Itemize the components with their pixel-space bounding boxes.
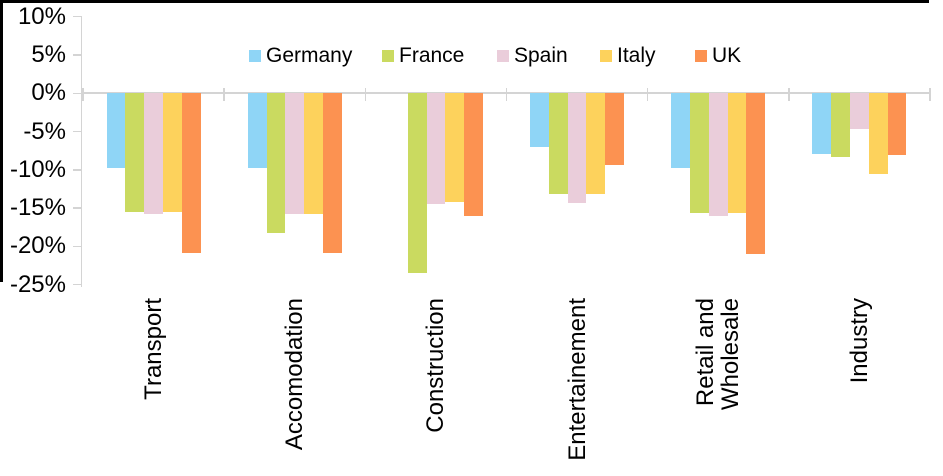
y-tick-mark: [73, 16, 82, 18]
category-tick-mark: [505, 88, 508, 101]
category-label-construction: Construction: [422, 298, 450, 433]
category-tick-mark: [223, 88, 225, 101]
y-tick-mark: [73, 245, 82, 248]
bar-spain-3: [567, 93, 587, 203]
category-label-retail-and: Retail and Wholesale: [692, 298, 745, 411]
legend-swatch-france: [382, 50, 394, 62]
legend-entry-italy: Italy: [600, 43, 656, 69]
bar-france-4: [690, 93, 709, 213]
bar-germany-4: [671, 93, 691, 169]
y-tick-mark: [73, 207, 82, 209]
bar-germany-1: [247, 93, 267, 169]
category-tick-mark: [929, 88, 931, 101]
y-tick-mark: [73, 169, 82, 171]
y-tick-label: -15%: [9, 194, 66, 222]
bar-uk-5: [887, 93, 907, 156]
bar-italy-4: [727, 93, 747, 213]
y-tick-mark: [73, 130, 82, 133]
bar-spain-5: [850, 93, 869, 130]
legend: Germany France Spain Italy UK: [0, 43, 943, 69]
y-axis-line: [81, 17, 83, 287]
legend-entry-spain: Spain: [497, 43, 568, 69]
category-tick-mark: [82, 88, 84, 101]
category-label-industry: Industry: [845, 298, 873, 384]
bar-spain-2: [426, 93, 446, 204]
bar-italy-0: [162, 93, 182, 212]
bar-germany-0: [106, 93, 126, 169]
bar-france-0: [125, 93, 145, 212]
bar-france-1: [266, 93, 286, 234]
category-label-entertainement: Entertainement: [563, 298, 591, 461]
frame-border-top: [0, 0, 929, 3]
bar-germany-5: [812, 93, 832, 154]
legend-label-france: France: [399, 44, 465, 67]
y-tick-label: -20%: [9, 232, 66, 260]
category-tick-mark: [364, 88, 367, 101]
legend-entry-uk: UK: [695, 43, 741, 69]
frame-border-left: [0, 0, 3, 282]
y-tick-label: 0%: [31, 79, 66, 107]
legend-label-uk: UK: [712, 44, 742, 67]
bar-germany-3: [530, 93, 549, 147]
bar-uk-2: [464, 93, 483, 216]
bar-italy-2: [445, 93, 465, 203]
y-tick-mark: [73, 284, 82, 286]
y-tick-label: -10%: [9, 155, 66, 183]
y-tick-mark: [73, 54, 82, 56]
legend-swatch-spain: [497, 50, 509, 62]
bar-france-2: [407, 93, 427, 274]
category-label-transport: Transport: [140, 298, 168, 400]
legend-entry-germany: Germany: [249, 43, 352, 69]
category-tick-mark: [646, 88, 649, 101]
y-tick-label: -5%: [23, 117, 66, 145]
legend-label-spain: Spain: [514, 44, 568, 67]
bar-italy-3: [586, 93, 606, 195]
bar-italy-1: [304, 93, 323, 215]
bar-spain-0: [144, 93, 163, 215]
bar-uk-0: [181, 93, 201, 254]
bar-uk-1: [322, 93, 342, 254]
y-tick-label: 10%: [17, 2, 66, 30]
bar-uk-4: [746, 93, 766, 255]
legend-label-germany: Germany: [266, 44, 353, 67]
bar-france-5: [831, 93, 850, 157]
y-tick-mark: [73, 92, 82, 94]
legend-label-italy: Italy: [617, 44, 656, 67]
bar-spain-1: [285, 93, 305, 215]
bar-italy-5: [868, 93, 888, 174]
category-label-accomodation: Accomodation: [281, 298, 309, 451]
y-tick-label: -25%: [9, 270, 66, 298]
legend-swatch-uk: [695, 50, 707, 62]
y-tick-label: 5%: [31, 41, 66, 68]
legend-swatch-italy: [600, 50, 612, 62]
bar-spain-4: [708, 93, 728, 216]
legend-swatch-germany: [249, 50, 261, 62]
bar-france-3: [548, 93, 568, 195]
legend-entry-france: France: [382, 43, 464, 69]
category-tick-mark: [788, 88, 790, 101]
bar-uk-3: [605, 93, 625, 166]
